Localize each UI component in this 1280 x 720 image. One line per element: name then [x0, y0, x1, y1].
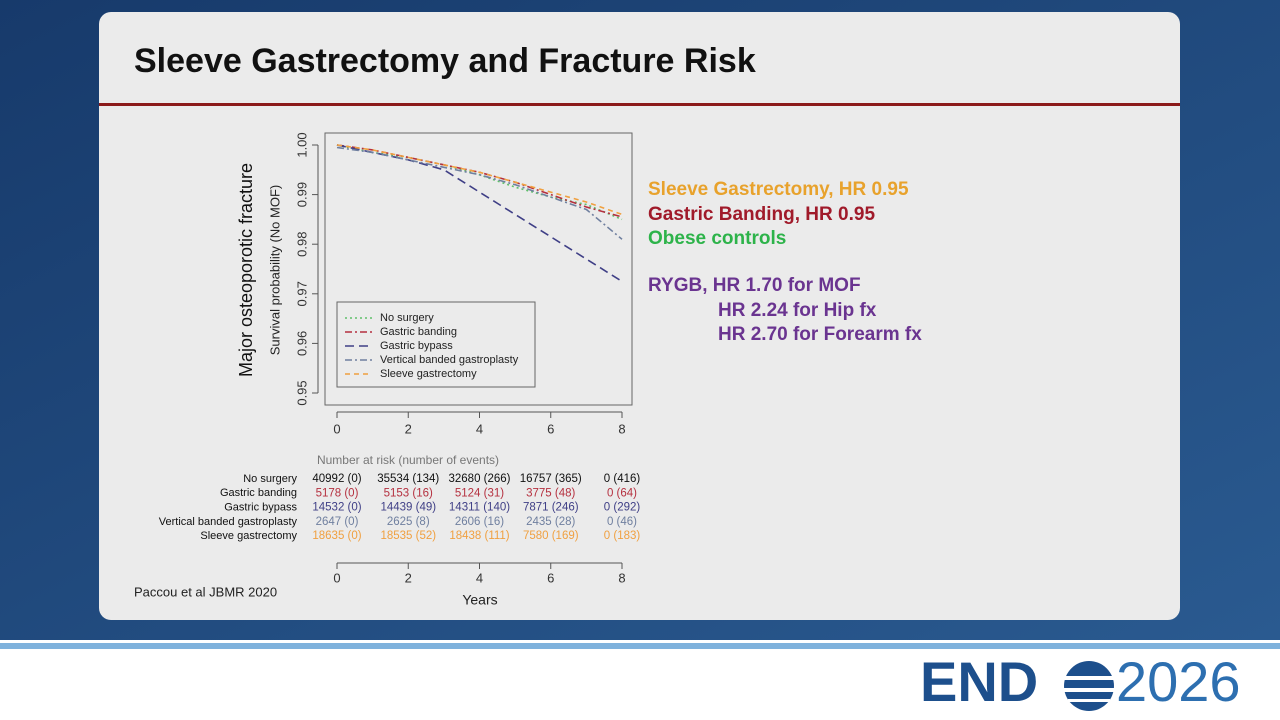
risk-cell: 5153 (16)	[384, 487, 433, 499]
risk-cell: 7871 (246)	[523, 502, 579, 514]
risk-row-label: No surgery	[243, 473, 297, 485]
annotation: RYGB, HR 1.70 for MOF	[648, 275, 861, 296]
annotation: Obese controls	[648, 228, 786, 249]
legend-label: Gastric banding	[380, 326, 457, 338]
risk-cell: 0 (292)	[604, 502, 641, 514]
x-tick-label: 8	[618, 421, 625, 436]
x-tick-label: 2	[405, 421, 412, 436]
legend-box	[336, 301, 536, 388]
risk-row-label: Gastric bypass	[224, 502, 297, 514]
legend-label: Sleeve gastrectomy	[380, 368, 477, 380]
risk-row-label: Gastric banding	[220, 487, 297, 499]
logo-globe	[1062, 661, 1116, 711]
risk-cell: 2435 (28)	[526, 516, 575, 528]
x-tick-label: 0	[333, 421, 340, 436]
annotation: Sleeve Gastrectomy, HR 0.95	[648, 179, 909, 200]
legend-label: Gastric bypass	[380, 340, 453, 352]
x-tick-label: 8	[618, 570, 625, 585]
risk-cell: 7580 (169)	[523, 530, 579, 542]
y-tick-label: 0.98	[294, 232, 309, 257]
risk-cell: 2647 (0)	[316, 516, 359, 528]
risk-cell: 18438 (111)	[449, 530, 509, 542]
x-tick-label: 4	[476, 570, 483, 585]
risk-cell: 0 (416)	[604, 473, 641, 485]
survival-curve	[336, 146, 623, 240]
risk-cell: 35534 (134)	[377, 473, 439, 485]
risk-cell: 32680 (266)	[448, 473, 510, 485]
y-axis-title: Major osteoporotic fracture	[236, 163, 256, 377]
citation: Paccou et al JBMR 2020	[134, 584, 277, 599]
survival-curve	[336, 144, 623, 216]
annotation: HR 2.70 for Forearm fx	[718, 324, 922, 345]
risk-cell: 5124 (31)	[455, 487, 504, 499]
risk-cell: 14311 (140)	[449, 502, 510, 514]
x-tick-label: 6	[547, 421, 554, 436]
risk-cell: 3775 (48)	[526, 487, 575, 499]
slide-card	[99, 12, 1180, 620]
x-tick-label: 0	[333, 570, 340, 585]
legend-label: Vertical banded gastroplasty	[380, 354, 519, 366]
annotation: Gastric Banding, HR 0.95	[648, 204, 875, 225]
risk-cell: 2606 (16)	[455, 516, 504, 528]
risk-cell: 0 (64)	[607, 487, 637, 499]
plot-frame	[324, 132, 633, 406]
y-tick-label: 1.00	[294, 132, 309, 157]
title-rule	[99, 103, 1180, 106]
x-axis-title: Years	[462, 592, 497, 608]
y-tick-label: 0.97	[294, 281, 309, 306]
legend-label: No surgery	[380, 312, 434, 324]
logo-left: END	[920, 650, 1038, 713]
slide-title: Sleeve Gastrectomy and Fracture Risk	[134, 42, 756, 80]
logo-right: 2026	[1116, 650, 1241, 713]
x-tick-label: 6	[547, 570, 554, 585]
risk-row-label: Sleeve gastrectomy	[200, 530, 297, 542]
risk-cell: 40992 (0)	[312, 473, 361, 485]
y-tick-label: 0.96	[294, 331, 309, 356]
risk-cell: 5178 (0)	[316, 487, 359, 499]
risk-cell: 14439 (49)	[380, 502, 436, 514]
risk-table-header: Number at risk (number of events)	[317, 453, 499, 467]
x-tick-label: 4	[476, 421, 483, 436]
y-tick-label: 0.99	[294, 182, 309, 207]
annotation: HR 2.24 for Hip fx	[718, 300, 877, 321]
footer-stripe	[0, 643, 1280, 649]
y-axis-subtitle: Survival probability (No MOF)	[267, 185, 282, 356]
x-tick-label: 2	[405, 570, 412, 585]
risk-cell: 0 (46)	[607, 516, 637, 528]
risk-cell: 0 (183)	[604, 530, 641, 542]
risk-cell: 18635 (0)	[312, 530, 361, 542]
risk-row-label: Vertical banded gastroplasty	[159, 516, 298, 528]
risk-cell: 18535 (52)	[380, 530, 436, 542]
y-tick-label: 0.95	[294, 380, 309, 405]
risk-cell: 14532 (0)	[312, 502, 361, 514]
risk-cell: 2625 (8)	[387, 516, 430, 528]
risk-cell: 16757 (365)	[520, 473, 582, 485]
